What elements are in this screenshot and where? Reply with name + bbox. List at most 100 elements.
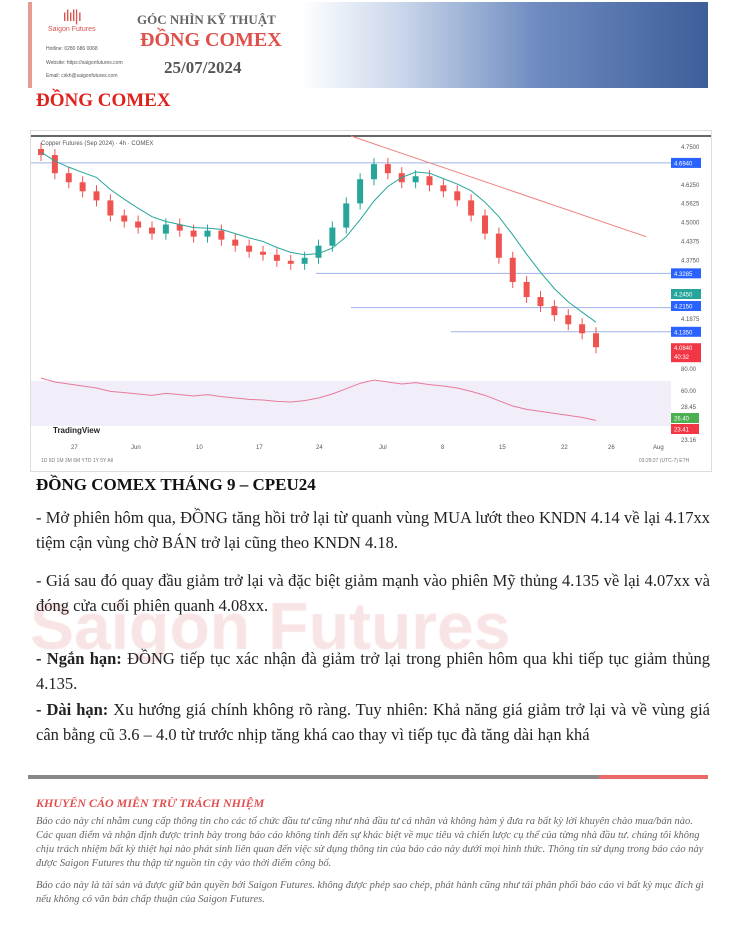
level-tag (671, 157, 701, 168)
rsi-band (31, 381, 671, 426)
candle (329, 227, 336, 246)
rsi-tag (671, 424, 699, 434)
candle (121, 215, 128, 222)
candle (301, 257, 308, 264)
trendline (350, 135, 647, 238)
time-axis-label: 10 (196, 445, 203, 451)
disclaimer-title: KHUYẾN CÁO MIỄN TRỪ TRÁCH NHIỆM (36, 796, 265, 810)
candle (371, 164, 377, 180)
candle (565, 315, 572, 325)
doc-title: ĐỒNG COMEX (36, 90, 171, 111)
website: Website: https://saigonfutures.com (46, 60, 123, 66)
time-axis-label: Jun (131, 445, 141, 451)
candle (579, 324, 586, 334)
price-axis-label: 4.6250 (681, 183, 700, 189)
price-axis-label: 4.1875 (681, 317, 700, 323)
price-axis-label: 4.5000 (681, 221, 700, 227)
candle (149, 227, 155, 234)
time-axis-label: Aug (653, 445, 664, 451)
candle (287, 260, 294, 264)
candle (357, 179, 364, 204)
section-title: ĐỒNG COMEX THÁNG 9 – CPEU24 (36, 475, 316, 494)
candle (343, 203, 350, 228)
rsi-axis-label: 60.00 (681, 389, 697, 395)
short-term: - Ngắn hạn: ĐỒNG tiếp tục xác nhận đà gi… (36, 649, 710, 693)
paragraph: - Mở phiên hôm qua, ĐỒNG tăng hồi trở lạ… (36, 508, 710, 552)
header-subtitle: GÓC NHÌN KỸ THUẬT (137, 12, 276, 27)
last-price: 4.0840 (674, 346, 693, 352)
divider (28, 775, 708, 779)
rsi-tag (671, 413, 699, 423)
tradingview-logo: TradingView (53, 426, 101, 435)
time-axis-label: Jul (379, 445, 387, 451)
price-axis-label: 4.7500 (681, 145, 700, 151)
candle (246, 245, 253, 252)
price-axis-label: 4.4375 (681, 239, 700, 245)
rsi-line (40, 377, 597, 421)
level-tag (671, 289, 701, 299)
last-price-tag (671, 343, 701, 363)
candle (107, 200, 114, 216)
price-axis-label: 4.3750 (681, 258, 700, 264)
candle (454, 191, 461, 201)
disclaimer-copyright: Báo cáo này là tài sản và được giữ bản q… (36, 880, 704, 905)
candle (523, 281, 530, 298)
level-tag-text: 4.2450 (674, 293, 693, 299)
candle (79, 182, 86, 192)
candle (204, 230, 211, 237)
disclaimer-text: Báo cáo này chỉ nhằm cung cấp thông tin … (36, 816, 704, 869)
candle (176, 224, 183, 231)
report-date: 25/07/2024 (164, 58, 242, 77)
candle (315, 245, 322, 258)
rsi-tag-text: 26.40 (674, 417, 690, 423)
level-tag (671, 301, 701, 311)
level-tag-text: 4.3285 (674, 272, 693, 278)
candle (232, 239, 239, 246)
candle (426, 176, 433, 186)
level-tag-text: 4.2150 (674, 305, 693, 311)
analysis-body: ĐỒNG COMEX THÁNG 9 – CPEU24 - Mở phiên h… (36, 472, 710, 747)
report-header: ılıl|ı Saigon Futures Hotline: 0280 686 0… (28, 2, 708, 88)
candle (509, 257, 516, 282)
time-axis-label: 15 (499, 445, 506, 451)
rsi-axis-label: 28.45 (681, 405, 697, 411)
candle (218, 230, 225, 240)
time-axis-label: 27 (71, 445, 78, 451)
candle (384, 164, 391, 174)
email: Email: cskh@saigonfutures.com (46, 73, 118, 79)
clock: 03:29:27 (UTC-7) ETH (639, 458, 690, 464)
candle (482, 215, 488, 234)
hotline: Hotline: 0280 686 0068 (46, 46, 98, 52)
time-axis-label: 24 (316, 445, 323, 451)
time-axis-label: 8 (441, 445, 445, 451)
logo-bars-icon: ılıl|ı (62, 8, 82, 25)
candle (93, 191, 100, 201)
timeframes[interactable]: 1D 5D 1M 3M 6M YTD 1Y 5Y All (41, 458, 113, 464)
rsi-axis-label: 80.00 (681, 367, 697, 373)
moving-average (40, 151, 597, 323)
time-axis-label: 17 (256, 445, 263, 451)
candle (162, 224, 169, 234)
rsi-tag-text: 23.41 (674, 428, 690, 434)
candle (440, 185, 447, 192)
time-axis-label: 22 (561, 445, 568, 451)
candle (537, 297, 544, 307)
disclaimer: KHUYẾN CÁO MIỄN TRỪ TRÁCH NHIỆM Báo cáo … (36, 795, 710, 907)
level-tag-text: 4.1350 (674, 330, 693, 336)
candle (135, 221, 142, 228)
price-axis-label: 4.5625 (681, 202, 700, 208)
chart-symbol: Copper Futures (Sep 2024) · 4h · COMEX (41, 141, 153, 147)
watermark-image (20, 585, 720, 665)
chart-svg: Copper Futures (Sep 2024) · 4h · COMEX T… (31, 135, 711, 464)
paragraph: - Giá sau đó quay đầu giảm trở lại và đặ… (36, 571, 710, 615)
candle (468, 200, 475, 216)
price-chart: Copper Futures (Sep 2024) · 4h · COMEX T… (30, 130, 712, 472)
candle (51, 155, 58, 174)
level-tag-text: 4.6940 (674, 161, 693, 167)
level-tag (671, 268, 701, 279)
candle (273, 254, 280, 261)
level-tag (671, 326, 701, 337)
candle (190, 230, 197, 237)
candle (260, 251, 266, 255)
